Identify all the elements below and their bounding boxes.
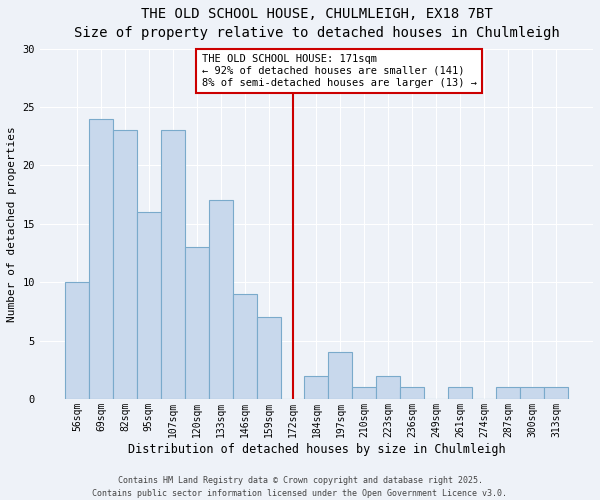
Bar <box>137 212 161 399</box>
Text: Contains HM Land Registry data © Crown copyright and database right 2025.
Contai: Contains HM Land Registry data © Crown c… <box>92 476 508 498</box>
Bar <box>161 130 185 399</box>
Bar <box>304 376 328 399</box>
Bar <box>257 317 281 399</box>
Bar <box>448 388 472 399</box>
X-axis label: Distribution of detached houses by size in Chulmleigh: Distribution of detached houses by size … <box>128 442 505 456</box>
Bar <box>209 200 233 399</box>
Bar <box>520 388 544 399</box>
Bar <box>65 282 89 399</box>
Bar <box>400 388 424 399</box>
Y-axis label: Number of detached properties: Number of detached properties <box>7 126 17 322</box>
Bar <box>352 388 376 399</box>
Bar <box>113 130 137 399</box>
Bar <box>89 118 113 399</box>
Bar <box>544 388 568 399</box>
Bar <box>496 388 520 399</box>
Text: THE OLD SCHOOL HOUSE: 171sqm
← 92% of detached houses are smaller (141)
8% of se: THE OLD SCHOOL HOUSE: 171sqm ← 92% of de… <box>202 54 476 88</box>
Bar <box>185 247 209 399</box>
Bar <box>328 352 352 399</box>
Title: THE OLD SCHOOL HOUSE, CHULMLEIGH, EX18 7BT
Size of property relative to detached: THE OLD SCHOOL HOUSE, CHULMLEIGH, EX18 7… <box>74 7 559 40</box>
Bar <box>376 376 400 399</box>
Bar <box>233 294 257 399</box>
